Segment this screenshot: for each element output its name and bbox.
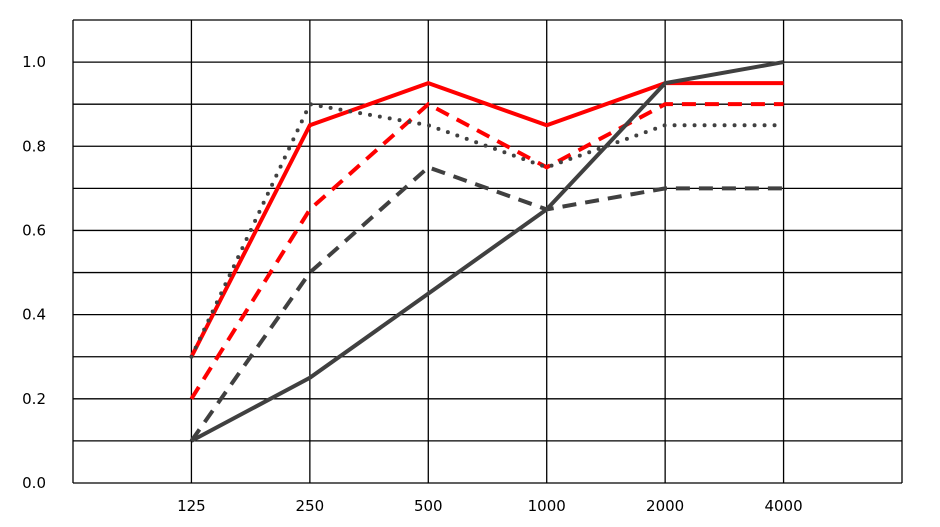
- x-tick-label: 2000: [646, 497, 684, 515]
- series-line-4: [189, 165, 784, 443]
- y-tick-label: 1.0: [22, 53, 46, 71]
- x-tick-label: 125: [177, 497, 206, 515]
- y-tick-label: 0.8: [22, 137, 46, 155]
- x-tick-label: 1000: [528, 497, 566, 515]
- series-layer: [189, 60, 786, 443]
- x-tick-labels: 125 250 500 1000 2000 4000: [177, 497, 803, 515]
- y-tick-label: 0.4: [22, 306, 46, 324]
- y-tick-label: 0.6: [22, 221, 46, 239]
- x-tick-label: 4000: [764, 497, 802, 515]
- y-tick-label: 0.0: [22, 474, 46, 492]
- series-line-2: [189, 101, 784, 400]
- x-tick-label: 500: [414, 497, 443, 515]
- series-line-1: [189, 81, 784, 358]
- x-tick-label: 250: [296, 497, 325, 515]
- series-line-5: [190, 60, 784, 443]
- y-tick-label: 0.2: [22, 390, 46, 408]
- y-tick-labels: 0.0 0.2 0.4 0.6 0.8 1.0: [22, 53, 46, 492]
- grid: [72, 19, 903, 484]
- series-line-3: [189, 101, 786, 359]
